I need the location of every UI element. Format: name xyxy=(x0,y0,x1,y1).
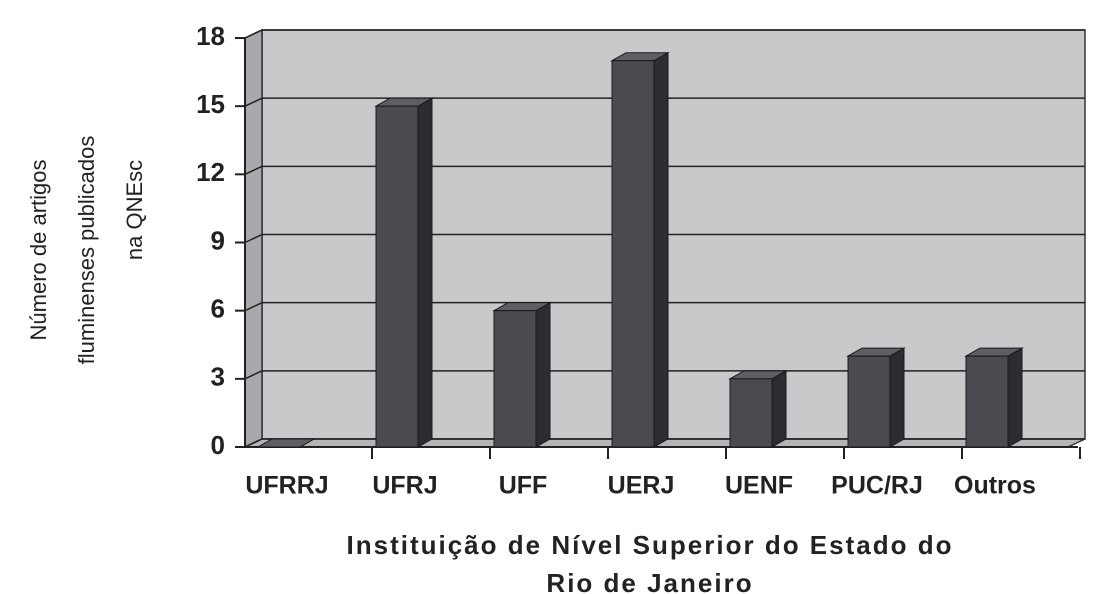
grid-line xyxy=(244,438,263,448)
bar-side xyxy=(1007,347,1023,448)
grid-line xyxy=(244,301,263,312)
x-tick-label: UERJ xyxy=(608,472,675,500)
y-tick-label: 18 xyxy=(196,21,225,51)
bar-front xyxy=(965,355,1009,448)
y-axis-label: Número de artigos fluminenses publicados n… xyxy=(26,136,147,365)
bar xyxy=(964,347,1024,448)
bar-front xyxy=(847,355,891,448)
y-axis-label-line: na QNEsc xyxy=(122,160,147,260)
bar-side xyxy=(771,369,787,448)
x-tick-label: UFRRJ xyxy=(245,472,328,500)
bar-top xyxy=(256,438,316,448)
bar xyxy=(728,369,788,448)
y-tick-label: 6 xyxy=(211,294,225,324)
grid-line xyxy=(244,233,263,244)
y-tick-label: 12 xyxy=(196,157,225,187)
grid-line xyxy=(244,29,263,39)
x-axis-label: Rio de Janeiro xyxy=(546,568,753,594)
bar-side xyxy=(889,347,905,448)
grid-line xyxy=(244,97,263,107)
bar-front xyxy=(493,310,537,448)
bar xyxy=(610,51,670,448)
bar-front xyxy=(375,105,419,448)
bar-side xyxy=(417,97,433,448)
bar xyxy=(256,438,316,448)
bar-side xyxy=(653,51,669,448)
bar xyxy=(374,97,434,448)
y-tick-label: 15 xyxy=(196,89,225,119)
x-tick-label: Outros xyxy=(954,472,1036,500)
grid-line xyxy=(244,165,263,176)
x-tick-label: UFRJ xyxy=(372,472,437,500)
bar-side xyxy=(535,301,551,448)
bar-front xyxy=(729,378,773,448)
y-tick-label: 0 xyxy=(211,430,225,460)
x-tick-label: UFF xyxy=(499,472,548,500)
y-axis-label-line: fluminenses publicados xyxy=(74,136,99,365)
y-tick-label: 3 xyxy=(211,362,225,392)
x-tick-label: PUC/RJ xyxy=(831,472,923,500)
y-tick-label: 9 xyxy=(211,225,225,255)
bar-front xyxy=(611,60,655,448)
x-axis-label: Instituição de Nível Superior do Estado … xyxy=(347,530,954,560)
grid-line xyxy=(244,370,263,380)
bar xyxy=(492,301,552,448)
y-axis-label-line: Número de artigos xyxy=(26,160,51,341)
x-tick-label: UENF xyxy=(725,472,793,500)
bar xyxy=(846,347,906,448)
